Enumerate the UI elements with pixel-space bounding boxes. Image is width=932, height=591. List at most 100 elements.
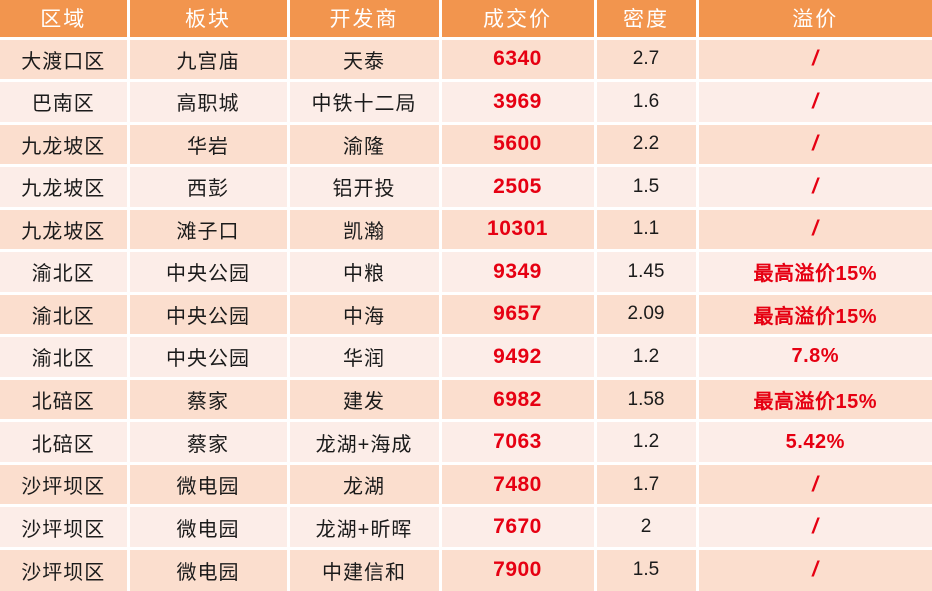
- cell-density: 2.09: [595, 293, 699, 338]
- cell-premium: 最高溢价15%: [697, 293, 932, 338]
- cell-premium: /: [697, 80, 932, 125]
- cell-developer: 龙湖+海成: [288, 420, 442, 465]
- cell-plate: 微电园: [128, 463, 290, 508]
- cell-plate: 蔡家: [128, 378, 290, 423]
- cell-price: 9349: [440, 250, 597, 295]
- cell-plate: 华岩: [128, 123, 290, 168]
- cell-plate: 高职城: [128, 80, 290, 125]
- cell-region: 渝北区: [0, 250, 130, 295]
- cell-region: 北碚区: [0, 420, 130, 465]
- table-row: 沙坪坝区 微电园 龙湖 7480 1.7/: [0, 463, 932, 508]
- cell-region: 九龙坡区: [0, 165, 130, 210]
- cell-premium: /: [697, 463, 932, 508]
- cell-density: 2.7: [595, 38, 699, 83]
- cell-region: 北碚区: [0, 378, 130, 423]
- cell-plate: 滩子口: [128, 208, 290, 253]
- cell-price: 5600: [440, 123, 597, 168]
- cell-density: 2.2: [595, 123, 699, 168]
- cell-plate: 九宫庙: [128, 38, 290, 83]
- cell-plate: 微电园: [128, 548, 290, 591]
- cell-premium: /: [697, 548, 932, 591]
- cell-developer: 中铁十二局: [288, 80, 442, 125]
- header-row: 区域 板块 开发商 成交价 密度 溢价: [0, 0, 932, 40]
- cell-density: 1.7: [595, 463, 699, 508]
- cell-plate: 中央公园: [128, 293, 290, 338]
- cell-plate: 中央公园: [128, 250, 290, 295]
- cell-density: 1.2: [595, 335, 699, 380]
- cell-region: 渝北区: [0, 335, 130, 380]
- cell-price: 7063: [440, 420, 597, 465]
- cell-region: 九龙坡区: [0, 123, 130, 168]
- cell-developer: 渝隆: [288, 123, 442, 168]
- cell-region: 沙坪坝区: [0, 463, 130, 508]
- table-row: 巴南区 高职城 中铁十二局 3969 1.6/: [0, 80, 932, 125]
- cell-density: 1.6: [595, 80, 699, 125]
- cell-density: 1.5: [595, 165, 699, 210]
- table-row: 九龙坡区 西彭 铝开投 2505 1.5/: [0, 165, 932, 210]
- cell-price: 9492: [440, 335, 597, 380]
- cell-premium: /: [697, 165, 932, 210]
- column-header-density: 密度: [595, 0, 699, 40]
- table-row: 渝北区 中央公园 华润 9492 1.2 7.8%: [0, 335, 932, 380]
- cell-premium: 最高溢价15%: [697, 378, 932, 423]
- cell-developer: 中建信和: [288, 548, 442, 591]
- table-row: 沙坪坝区 微电园 中建信和 7900 1.5/: [0, 548, 932, 591]
- table-row: 九龙坡区 华岩 渝隆 5600 2.2/: [0, 123, 932, 168]
- cell-developer: 建发: [288, 378, 442, 423]
- cell-developer: 华润: [288, 335, 442, 380]
- cell-region: 沙坪坝区: [0, 548, 130, 591]
- cell-premium: /: [697, 123, 932, 168]
- cell-developer: 龙湖+昕晖: [288, 505, 442, 550]
- cell-price: 7480: [440, 463, 597, 508]
- table-row: 北碚区 蔡家 龙湖+海成 7063 1.2 5.42%: [0, 420, 932, 465]
- column-header-price: 成交价: [440, 0, 597, 40]
- column-header-plate: 板块: [128, 0, 290, 40]
- table-row: 大渡口区 九宫庙 天泰 6340 2.7/: [0, 38, 932, 83]
- cell-price: 9657: [440, 293, 597, 338]
- cell-plate: 蔡家: [128, 420, 290, 465]
- cell-price: 10301: [440, 208, 597, 253]
- cell-plate: 微电园: [128, 505, 290, 550]
- table-header: 区域 板块 开发商 成交价 密度 溢价: [0, 0, 932, 40]
- cell-price: 6340: [440, 38, 597, 83]
- table-row: 渝北区 中央公园 中粮 9349 1.45 最高溢价15%: [0, 250, 932, 295]
- cell-density: 2: [595, 505, 699, 550]
- column-header-premium: 溢价: [697, 0, 932, 40]
- cell-region: 渝北区: [0, 293, 130, 338]
- cell-density: 1.5: [595, 548, 699, 591]
- cell-developer: 天泰: [288, 38, 442, 83]
- cell-price: 6982: [440, 378, 597, 423]
- cell-density: 1.58: [595, 378, 699, 423]
- cell-premium: /: [697, 208, 932, 253]
- cell-developer: 龙湖: [288, 463, 442, 508]
- table-row: 九龙坡区 滩子口 凯瀚 10301 1.1/: [0, 208, 932, 253]
- cell-region: 九龙坡区: [0, 208, 130, 253]
- cell-premium: 7.8%: [697, 335, 932, 380]
- cell-developer: 中海: [288, 293, 442, 338]
- cell-developer: 中粮: [288, 250, 442, 295]
- table-row: 北碚区 蔡家 建发 6982 1.58 最高溢价15%: [0, 378, 932, 423]
- cell-developer: 铝开投: [288, 165, 442, 210]
- cell-premium: /: [697, 38, 932, 83]
- cell-density: 1.1: [595, 208, 699, 253]
- cell-region: 大渡口区: [0, 38, 130, 83]
- cell-premium: /: [697, 505, 932, 550]
- cell-plate: 中央公园: [128, 335, 290, 380]
- column-header-region: 区域: [0, 0, 130, 40]
- cell-region: 巴南区: [0, 80, 130, 125]
- table-row: 沙坪坝区 微电园 龙湖+昕晖 7670 2/: [0, 505, 932, 550]
- cell-density: 1.2: [595, 420, 699, 465]
- cell-price: 7670: [440, 505, 597, 550]
- cell-price: 2505: [440, 165, 597, 210]
- cell-premium: 最高溢价15%: [697, 250, 932, 295]
- column-header-developer: 开发商: [288, 0, 442, 40]
- cell-density: 1.45: [595, 250, 699, 295]
- table-body: 大渡口区 九宫庙 天泰 6340 2.7/巴南区 高职城 中铁十二局 3969 1.6/九龙坡区…: [0, 38, 932, 591]
- cell-plate: 西彭: [128, 165, 290, 210]
- cell-premium: 5.42%: [697, 420, 932, 465]
- table-row: 渝北区 中央公园 中海 9657 2.09 最高溢价15%: [0, 293, 932, 338]
- cell-price: 3969: [440, 80, 597, 125]
- cell-price: 7900: [440, 548, 597, 591]
- cell-developer: 凯瀚: [288, 208, 442, 253]
